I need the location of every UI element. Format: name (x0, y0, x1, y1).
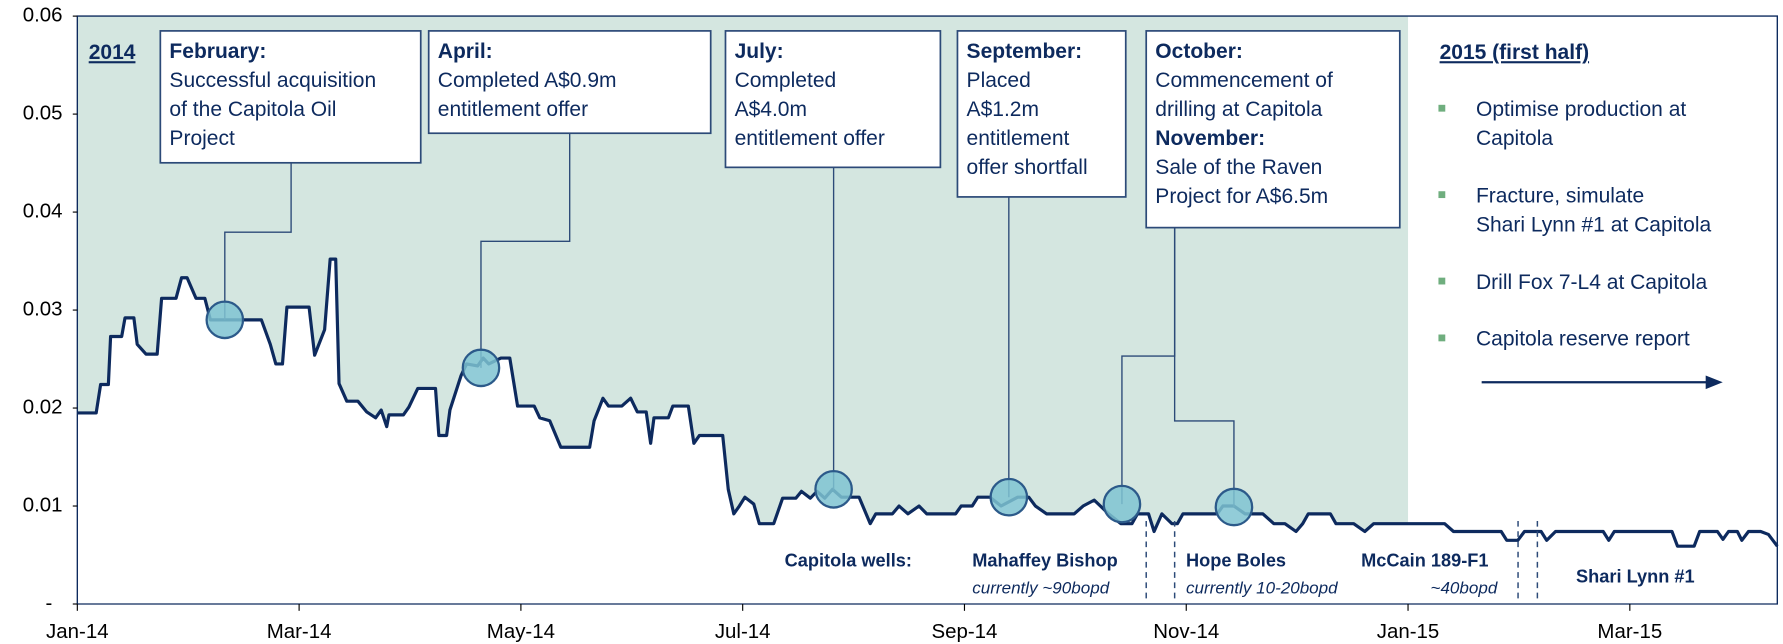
y-tick-label: - (45, 591, 52, 614)
annotation-text: Sale of the Raven (1155, 156, 1322, 179)
bullet (1438, 191, 1446, 199)
period-label: 2014 (89, 41, 136, 64)
connector (224, 162, 292, 320)
y-tick-label: 0.04 (23, 199, 63, 222)
y-tick-label: 0.06 (23, 4, 63, 27)
x-tick-label: Jan-15 (1377, 620, 1440, 643)
annotation-heading: October: (1155, 40, 1243, 63)
annotation-text: drilling at Capitola (1155, 98, 1322, 121)
connector (480, 133, 571, 368)
annotation-text: offer shortfall (967, 156, 1088, 179)
bullet (1438, 104, 1446, 112)
annotation-box (159, 30, 422, 164)
annotation-box (956, 30, 1127, 198)
y-tick-label: 0.01 (23, 493, 63, 516)
event-marker (1102, 484, 1142, 524)
event-marker (461, 348, 501, 388)
event-marker (814, 470, 853, 509)
connector (1173, 227, 1235, 508)
well-name: Shari Lynn #1 (1576, 567, 1695, 587)
bullet-text: Optimise production at (1476, 98, 1686, 121)
annotation-heading: July: (735, 40, 784, 63)
annotation-heading: April: (438, 40, 493, 63)
y-tick-label: 0.02 (23, 395, 63, 418)
wells-label: Capitola wells: (785, 551, 912, 571)
well-note: currently 10-20bopd (1186, 579, 1338, 598)
arrow-head (1705, 375, 1723, 390)
annotation-text: A$1.2m (967, 98, 1039, 121)
y-tick-label: 0.05 (23, 102, 63, 125)
x-tick-label: Mar-15 (1597, 620, 1662, 643)
well-note: currently ~90bopd (972, 579, 1109, 598)
outlook-title: 2015 (first half) (1440, 41, 1590, 64)
annotation-text: Successful acquisition (169, 69, 376, 92)
annotation-box (724, 30, 942, 169)
main-layer: - 0.01 0.02 0.03 0.04 0.05 0.06 Jan-14 Mar-14 May… (23, 4, 1779, 643)
bullet-text: Fracture, simulate (1476, 184, 1644, 207)
x-tick-label: Jul-14 (715, 620, 771, 643)
bullet (1438, 277, 1446, 285)
well-name: Hope Boles (1186, 551, 1286, 571)
event-marker (205, 300, 245, 340)
annotation-heading: February: (169, 40, 266, 63)
bullet-text: Capitola (1476, 127, 1553, 150)
annotation-text: Completed A$0.9m (438, 69, 617, 92)
annotation-text: entitlement offer (438, 98, 588, 121)
event-marker (1214, 487, 1254, 527)
annotation-text: A$4.0m (735, 98, 807, 121)
annotation-text: of the Capitola Oil (169, 98, 336, 121)
annotation-text: Placed (967, 69, 1031, 92)
annotation-text: Project (169, 127, 235, 150)
annotation-heading: November: (1155, 127, 1265, 150)
x-tick-label: Sep-14 (931, 620, 997, 643)
bullet-text: Drill Fox 7-L4 at Capitola (1476, 271, 1708, 294)
bullet (1438, 334, 1446, 342)
price-line (77, 257, 1779, 548)
x-tick-label: May-14 (487, 620, 555, 643)
y-tick-label: 0.03 (23, 297, 63, 320)
annotation-box (1145, 30, 1401, 229)
well-name: Mahaffey Bishop (972, 551, 1118, 571)
event-marker (989, 477, 1029, 517)
annotation-heading: September: (967, 40, 1083, 63)
x-tick-label: Mar-14 (267, 620, 332, 643)
annotation-text: entitlement offer (735, 127, 885, 150)
x-tick-label: Jan-14 (46, 620, 109, 643)
well-name: McCain 189-F1 (1361, 551, 1488, 571)
x-tick-label: Nov-14 (1153, 620, 1219, 643)
well-note: ~40bopd (1430, 579, 1497, 598)
bullet-text: Shari Lynn #1 at Capitola (1476, 213, 1712, 236)
annotation-text: Completed (735, 69, 837, 92)
bullet-text: Capitola reserve report (1476, 328, 1690, 351)
annotation-box (427, 30, 712, 135)
annotation-text: Project for A$6.5m (1155, 185, 1328, 208)
annotation-text: Commencement of (1155, 69, 1333, 92)
annotation-text: entitlement (967, 127, 1070, 150)
